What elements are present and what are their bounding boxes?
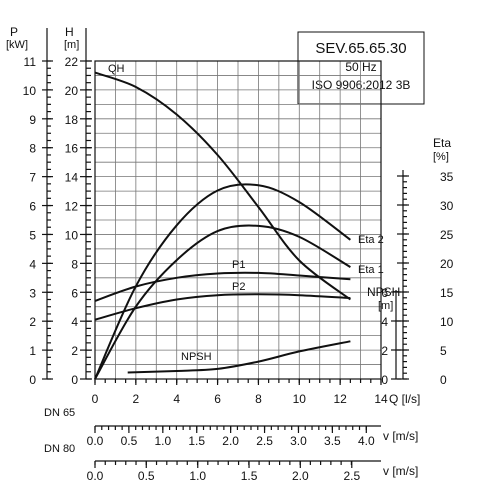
title-box: SEV.65.65.30 50 Hz ISO 9906:2012 3B <box>297 31 425 105</box>
h-axis-title: H <box>65 25 74 39</box>
p-axis-unit: [kW] <box>6 39 28 51</box>
velocity-tick-label: 3.5 <box>324 434 341 448</box>
p-axis-tick-label: 9 <box>29 113 36 127</box>
x-axis-tick-label: 12 <box>333 392 347 406</box>
eta-axis-tick-label: 10 <box>440 315 454 329</box>
x-axis-tick-label: 6 <box>214 392 221 406</box>
curve-qh <box>94 71 352 301</box>
eta-axis-tick-label: 5 <box>440 344 447 358</box>
h-axis-tick-label: 14 <box>65 171 79 185</box>
curve-label-p2: P2 <box>232 281 245 293</box>
npsh-axis-unit: [m] <box>378 300 393 312</box>
npsh-axis-tick-label: 2 <box>381 344 388 358</box>
x-axis-tick-label: 0 <box>92 392 99 406</box>
x-axis-tick-label: 2 <box>133 392 140 406</box>
frequency-label: 50 Hz <box>345 60 376 74</box>
h-axis-tick-label: 16 <box>65 142 79 156</box>
curves <box>94 71 352 380</box>
h-axis-tick-label: 6 <box>71 286 78 300</box>
velocity-tick-label: 0.0 <box>87 469 104 483</box>
p-axis-tick-label: 0 <box>29 373 36 387</box>
npsh-axis-tick-label: 6 <box>381 286 388 300</box>
p-axis-tick-label: 7 <box>29 171 36 185</box>
curve-label-eta-2: Eta 2 <box>358 234 384 246</box>
velocity-tick-label: 3.0 <box>290 434 307 448</box>
x-axis-label: Q [l/s] <box>389 392 420 406</box>
p-axis-tick-label: 10 <box>23 84 37 98</box>
eta-axis-tick-label: 30 <box>440 199 454 213</box>
h-axis-tick-label: 22 <box>65 55 79 69</box>
p-axis-tick-label: 4 <box>29 257 36 271</box>
dn80-label: DN 80 <box>44 443 75 455</box>
curve-p2 <box>94 293 351 321</box>
velocity-tick-label: 4.0 <box>358 434 375 448</box>
velocity-tick-label: 0.5 <box>121 434 138 448</box>
h-axis-unit: [m] <box>64 39 79 51</box>
p-axis-tick-label: 6 <box>29 200 36 214</box>
h-axis-tick-label: 12 <box>65 200 79 214</box>
p-axis-tick-label: 8 <box>29 142 36 156</box>
x-axis-tick-label: 10 <box>293 392 307 406</box>
curve-npsh <box>127 340 351 374</box>
dn80-unit: v [m/s] <box>383 464 418 478</box>
p-axis-tick-label: 2 <box>29 315 36 329</box>
p-axis-tick-label: 3 <box>29 286 36 300</box>
h-axis-tick-label: 18 <box>65 113 79 127</box>
velocity-tick-label: 1.0 <box>154 434 171 448</box>
velocity-tick-label: 1.5 <box>241 469 258 483</box>
x-axis-tick-label: 8 <box>255 392 262 406</box>
velocity-tick-label: 2.0 <box>222 434 239 448</box>
eta-axis-unit: [%] <box>433 151 449 163</box>
model-name: SEV.65.65.30 <box>315 40 406 57</box>
h-axis-tick-label: 20 <box>65 84 79 98</box>
eta-axis-tick-label: 25 <box>440 228 454 242</box>
curve-label-p1: P1 <box>232 259 245 271</box>
velocity-tick-label: 0.5 <box>138 469 155 483</box>
curve-label-qh: QH <box>108 63 125 75</box>
p-axis-tick-label: 1 <box>29 344 36 358</box>
dn65-unit: v [m/s] <box>383 429 418 443</box>
eta-axis-title: Eta <box>433 136 451 150</box>
curve-label-npsh: NPSH <box>181 351 212 363</box>
eta-axis-tick-label: 0 <box>440 373 447 387</box>
curve-p1 <box>94 271 351 302</box>
h-axis-tick-label: 10 <box>65 228 79 242</box>
velocity-tick-label: 2.5 <box>343 469 360 483</box>
velocity-tick-label: 2.0 <box>292 469 309 483</box>
velocity-tick-label: 1.0 <box>189 469 206 483</box>
h-axis-tick-label: 8 <box>71 257 78 271</box>
curve-eta-2 <box>94 183 351 380</box>
p-axis-title: P <box>10 25 18 39</box>
axes: 0246810121416182022012345678910110510152… <box>23 28 454 483</box>
npsh-axis-tick-label: 0 <box>381 373 388 387</box>
npsh-axis-tick-label: 4 <box>381 315 388 329</box>
velocity-tick-label: 0.0 <box>87 434 104 448</box>
eta-axis-tick-label: 35 <box>440 170 454 184</box>
velocity-tick-label: 2.5 <box>256 434 273 448</box>
curve-labels: QH Eta 2 Eta 1 P1 P2 NPSH <box>108 63 384 363</box>
standard-label: ISO 9906:2012 3B <box>312 78 411 92</box>
h-axis-tick-label: 0 <box>71 373 78 387</box>
p-axis-tick-label: 5 <box>29 228 36 242</box>
curve-eta-1 <box>94 224 351 380</box>
h-axis-tick-label: 4 <box>71 315 78 329</box>
h-axis-tick-label: 2 <box>71 344 78 358</box>
eta-axis-tick-label: 20 <box>440 257 454 271</box>
curve-label-eta-1: Eta 1 <box>358 264 384 276</box>
npsh-axis-title: NPSH <box>367 285 400 299</box>
x-axis-tick-label: 14 <box>374 392 388 406</box>
dn65-label: DN 65 <box>44 407 75 419</box>
velocity-tick-label: 1.5 <box>188 434 205 448</box>
x-axis-tick-label: 4 <box>173 392 180 406</box>
title-box-frame <box>297 31 425 105</box>
eta-axis-tick-label: 15 <box>440 286 454 300</box>
grid-lines <box>94 60 382 380</box>
p-axis-tick-label: 11 <box>24 55 37 69</box>
